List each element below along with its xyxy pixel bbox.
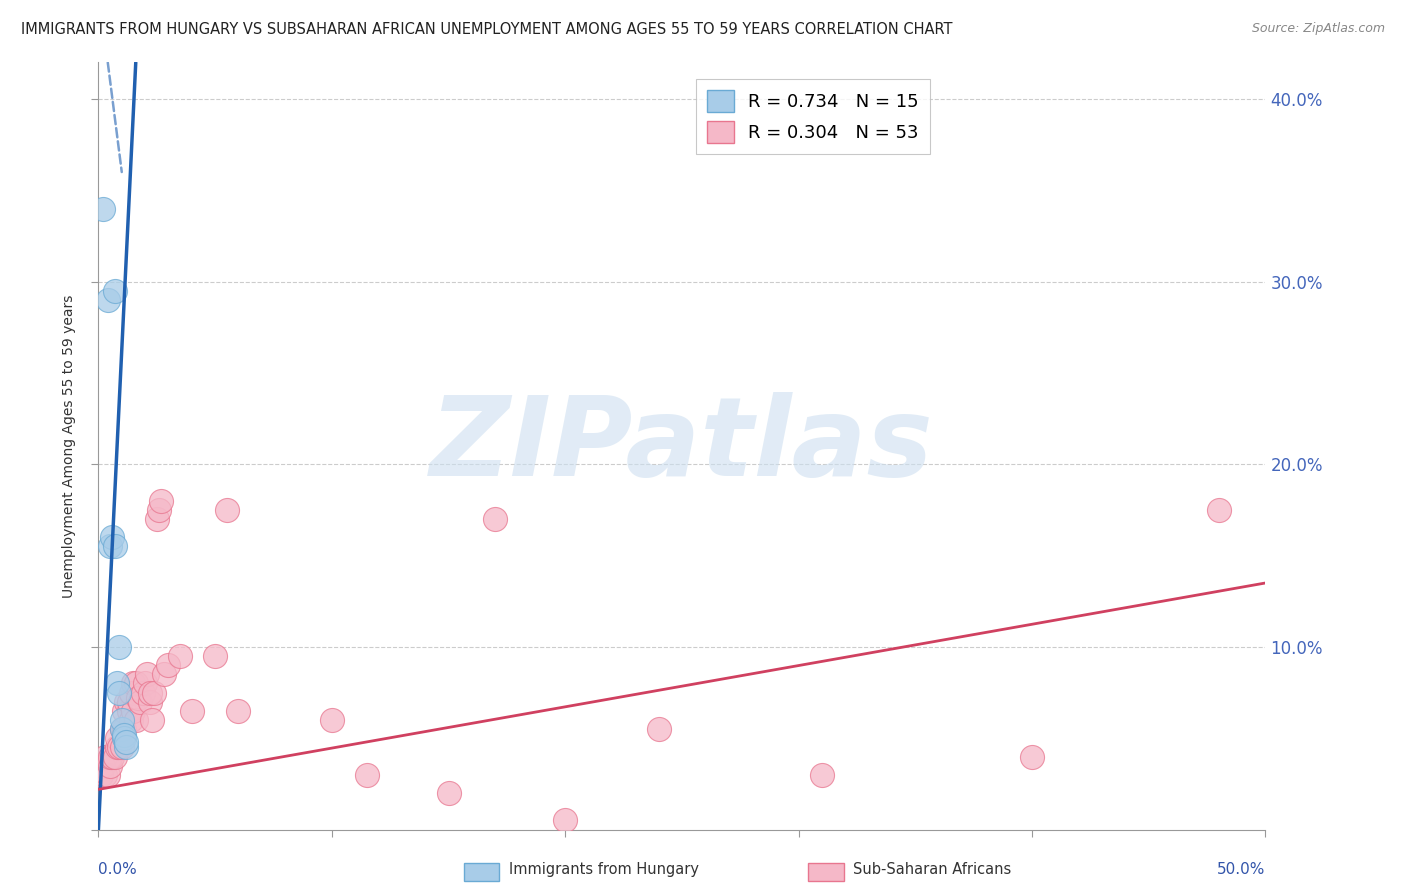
Point [136, 667, 159, 681]
Point [125, 676, 148, 690]
Point [94, 768, 117, 782]
Text: ZIPatlas: ZIPatlas [430, 392, 934, 500]
Point [139, 685, 162, 699]
Point [118, 695, 141, 709]
Point [101, 749, 124, 764]
Point [180, 704, 202, 718]
Text: Source: ZipAtlas.com: Source: ZipAtlas.com [1251, 22, 1385, 36]
Point [115, 735, 138, 749]
Point [484, 512, 506, 526]
Point [91, 202, 114, 216]
Point [111, 722, 134, 736]
Point [111, 713, 134, 727]
Legend: R = 0.734   N = 15, R = 0.304   N = 53: R = 0.734 N = 15, R = 0.304 N = 53 [696, 79, 929, 154]
Point [204, 648, 226, 663]
Point [1021, 749, 1043, 764]
Point [129, 695, 152, 709]
Text: Immigrants from Hungary: Immigrants from Hungary [509, 863, 699, 877]
Point [1208, 503, 1230, 517]
Point [215, 503, 238, 517]
Point [108, 640, 131, 654]
Point [134, 676, 156, 690]
Point [143, 685, 166, 699]
Point [112, 704, 135, 718]
Point [111, 740, 134, 755]
Point [111, 722, 134, 736]
Point [91, 758, 114, 772]
Point [118, 704, 141, 718]
Point [104, 284, 127, 298]
Point [120, 713, 142, 727]
Point [112, 722, 135, 736]
Point [228, 704, 250, 718]
Point [356, 768, 378, 782]
Point [105, 731, 128, 746]
Point [139, 695, 162, 709]
Point [125, 713, 148, 727]
Point [98, 758, 121, 772]
Point [115, 740, 138, 755]
Point [120, 685, 142, 699]
Point [98, 749, 121, 764]
Point [105, 676, 128, 690]
Point [554, 814, 576, 828]
Point [122, 704, 145, 718]
Point [94, 749, 117, 764]
Point [148, 503, 170, 517]
Text: 0.0%: 0.0% [98, 863, 138, 878]
Point [321, 713, 343, 727]
Point [127, 691, 149, 706]
Point [97, 768, 120, 782]
Point [108, 685, 131, 699]
Point [150, 493, 173, 508]
Point [647, 722, 669, 736]
Point [104, 540, 127, 554]
Point [152, 667, 174, 681]
Point [104, 749, 127, 764]
Point [90, 768, 112, 782]
Point [101, 530, 124, 544]
Point [97, 293, 120, 307]
Point [169, 648, 191, 663]
Point [157, 658, 180, 673]
Text: 50.0%: 50.0% [1218, 863, 1265, 878]
Point [98, 540, 121, 554]
Point [122, 676, 145, 690]
Point [141, 713, 163, 727]
Point [146, 512, 169, 526]
Point [132, 685, 155, 699]
Point [437, 786, 460, 800]
Text: IMMIGRANTS FROM HUNGARY VS SUBSAHARAN AFRICAN UNEMPLOYMENT AMONG AGES 55 TO 59 Y: IMMIGRANTS FROM HUNGARY VS SUBSAHARAN AF… [21, 22, 953, 37]
Point [108, 740, 131, 755]
Point [112, 728, 135, 742]
Point [105, 740, 128, 755]
Point [811, 768, 834, 782]
Text: Sub-Saharan Africans: Sub-Saharan Africans [853, 863, 1012, 877]
Y-axis label: Unemployment Among Ages 55 to 59 years: Unemployment Among Ages 55 to 59 years [62, 294, 76, 598]
Point [115, 695, 138, 709]
Point [112, 731, 135, 746]
